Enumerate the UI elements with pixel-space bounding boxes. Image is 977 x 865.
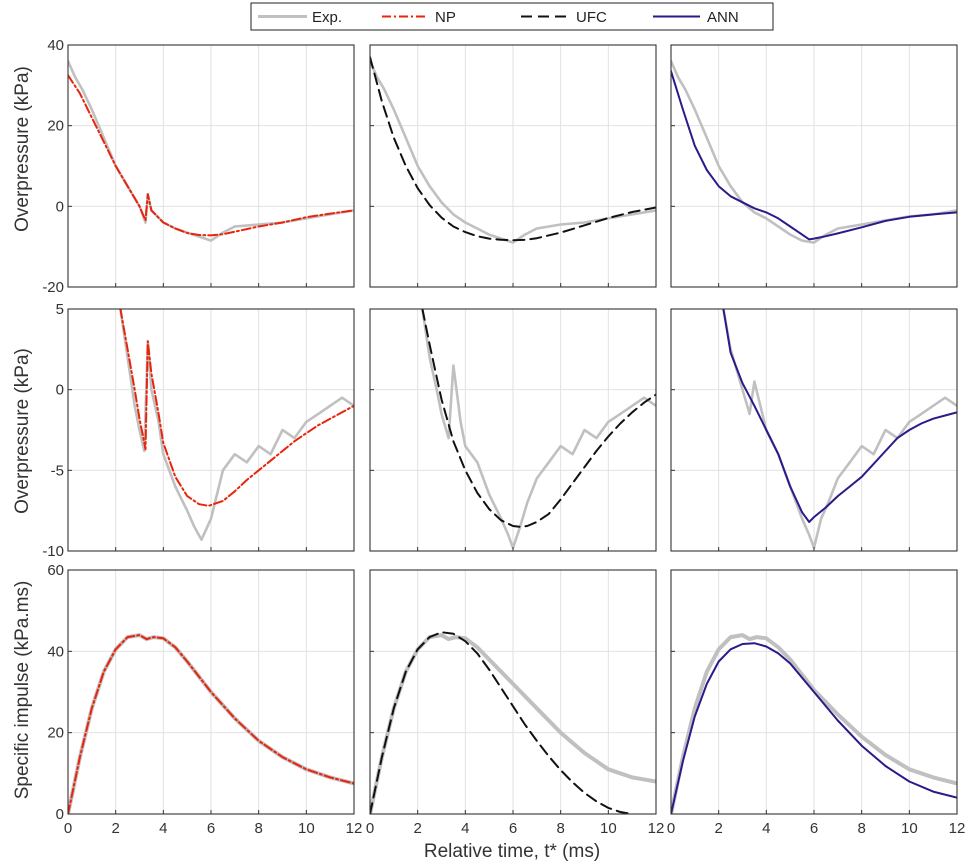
series-group bbox=[722, 309, 957, 550]
legend-entry-ufc: UFC bbox=[521, 9, 607, 26]
series-line-ufc bbox=[370, 631, 634, 814]
legend: Exp. NP UFC ANN bbox=[250, 2, 774, 31]
series-line-np bbox=[68, 634, 354, 814]
x-tick-label: 6 bbox=[810, 820, 818, 837]
series-line-ann bbox=[671, 70, 957, 241]
legend-entry-exp: Exp. bbox=[258, 9, 342, 26]
panel-r2-c2 bbox=[369, 308, 657, 552]
y-tick-label: 0 bbox=[56, 198, 64, 215]
panel-r3-c1: 0 2 4 6 8 10 12 0 20 40 60 bbox=[47, 562, 362, 837]
legend-label-exp: Exp. bbox=[312, 9, 342, 26]
panel-r1-c1: -20 0 20 40 bbox=[42, 37, 355, 296]
series-group bbox=[68, 59, 354, 242]
series-group bbox=[68, 633, 354, 814]
x-tick-label: 0 bbox=[667, 820, 675, 837]
panel-r3-c2: 0 2 4 6 8 10 12 bbox=[366, 569, 665, 837]
series-line-np bbox=[68, 74, 354, 237]
x-tick-label: 4 bbox=[461, 820, 469, 837]
y-tick-label: 5 bbox=[56, 301, 64, 318]
y-tick-label: 0 bbox=[56, 382, 64, 399]
x-tick-label: 8 bbox=[857, 820, 865, 837]
x-tick-label: 8 bbox=[556, 820, 564, 837]
y-tick-label: -5 bbox=[51, 462, 64, 479]
y-tick-label: 0 bbox=[56, 806, 64, 823]
panel-r1-c2 bbox=[369, 44, 657, 288]
x-tick-label: 0 bbox=[366, 820, 374, 837]
legend-entry-np: NP bbox=[382, 9, 456, 26]
panel-r1-c3 bbox=[670, 44, 958, 288]
x-tick-label: 2 bbox=[413, 820, 421, 837]
x-tick-label: 6 bbox=[509, 820, 517, 837]
x-tick-label: 10 bbox=[901, 820, 918, 837]
x-tick-label: 12 bbox=[949, 820, 966, 837]
series-line-ufc bbox=[421, 309, 656, 528]
series-line-ann bbox=[671, 642, 957, 814]
series-group bbox=[671, 633, 957, 814]
panel-r2-c1: -10 -5 0 5 bbox=[42, 301, 355, 560]
y-tick-label: -10 bbox=[42, 543, 64, 560]
y-tick-label: 60 bbox=[47, 562, 64, 579]
y-tick-label: -20 bbox=[42, 279, 64, 296]
x-tick-label: 4 bbox=[159, 820, 167, 837]
series-line-exp bbox=[722, 309, 957, 550]
series-group bbox=[370, 631, 656, 814]
y-axis-label-row-2: Overpressure (kPa) bbox=[12, 348, 33, 514]
x-tick-label: 2 bbox=[714, 820, 722, 837]
x-tick-label: 8 bbox=[254, 820, 262, 837]
y-axis-label-row-1: Overpressure (kPa) bbox=[12, 66, 33, 232]
panel-r3-c3: 0 2 4 6 8 10 12 bbox=[667, 569, 966, 837]
y-tick-label: 40 bbox=[47, 37, 64, 54]
series-line-exp bbox=[671, 633, 957, 814]
legend-label-ann: ANN bbox=[707, 9, 739, 26]
series-group bbox=[421, 309, 656, 550]
y-tick-label: 20 bbox=[47, 118, 64, 135]
x-axis-label: Relative time, t* (ms) bbox=[424, 841, 600, 862]
x-tick-label: 6 bbox=[207, 820, 215, 837]
x-tick-label: 4 bbox=[762, 820, 770, 837]
series-line-exp bbox=[370, 59, 656, 244]
series-group bbox=[370, 56, 656, 244]
legend-entry-ann: ANN bbox=[653, 9, 739, 26]
legend-label-ufc: UFC bbox=[576, 9, 607, 26]
panel-r2-c3 bbox=[670, 308, 958, 552]
y-tick-label: 40 bbox=[47, 643, 64, 660]
series-group bbox=[671, 59, 957, 244]
x-tick-label: 10 bbox=[600, 820, 617, 837]
x-tick-label: 12 bbox=[648, 820, 665, 837]
x-tick-label: 2 bbox=[111, 820, 119, 837]
series-line-np bbox=[119, 309, 354, 507]
y-axis-label-row-3: Specific impulse (kPa.ms) bbox=[12, 581, 33, 800]
x-tick-label: 12 bbox=[346, 820, 363, 837]
series-group bbox=[119, 309, 354, 542]
series-line-exp bbox=[671, 59, 957, 244]
x-tick-label: 10 bbox=[298, 820, 315, 837]
series-line-ufc bbox=[370, 56, 656, 242]
legend-label-np: NP bbox=[435, 9, 456, 26]
series-line-ann bbox=[722, 309, 957, 523]
x-tick-label: 0 bbox=[64, 820, 72, 837]
y-tick-label: 20 bbox=[47, 725, 64, 742]
